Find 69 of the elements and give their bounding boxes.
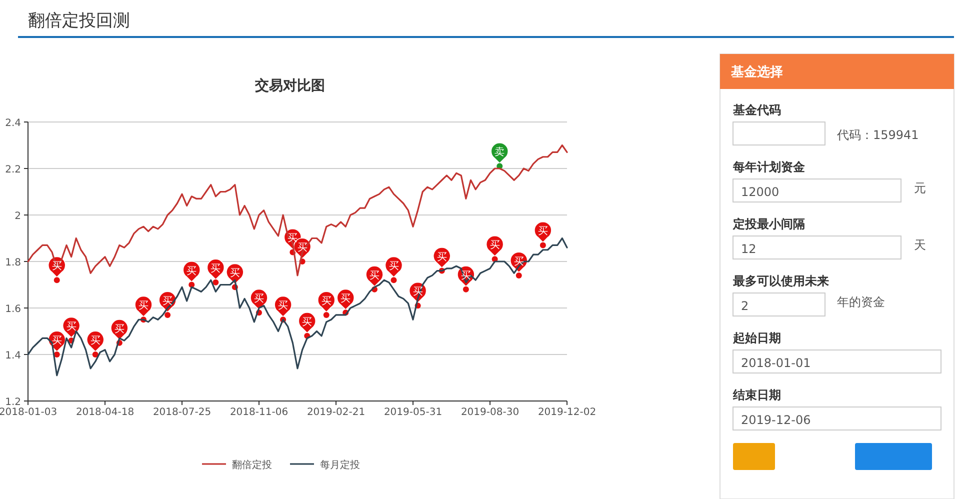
data-label: 买 <box>90 336 100 346</box>
data-label: 买 <box>370 270 380 282</box>
data-label: 买 <box>162 296 173 307</box>
y-tick-label: 1.6 <box>5 304 21 315</box>
data-label: 买 <box>114 324 124 335</box>
text: 12000 <box>741 185 780 199</box>
data-label: 买 <box>388 261 399 272</box>
text: 元 <box>914 181 926 195</box>
data-label: 卖 <box>494 146 505 158</box>
point <box>540 242 546 248</box>
y-tick-label: 1.4 <box>5 350 21 362</box>
x-tick-label: 2019-02-21 <box>306 407 366 418</box>
data-label: 买 <box>340 294 351 305</box>
y-tick-label: 2 <box>14 211 21 222</box>
data-label: 买 <box>66 322 76 333</box>
point <box>462 286 469 292</box>
text: 每年计划资金 <box>732 160 806 174</box>
data-label: 买 <box>210 263 221 274</box>
x-tick-label: 2018-11-06 <box>230 407 288 418</box>
text: 天 <box>914 238 926 252</box>
data-label: 买 <box>514 256 524 268</box>
text: 基金选择 <box>730 65 783 80</box>
text: 12 <box>741 242 756 256</box>
y-tick-label: 2.4 <box>5 118 21 129</box>
point <box>164 312 171 318</box>
text: 最多可以使用未来 <box>732 274 829 288</box>
data-label: 买 <box>52 261 62 272</box>
data-label: 买 <box>321 296 332 307</box>
text: 年的资金 <box>837 295 885 309</box>
data-label: 买 <box>52 336 62 346</box>
data-label: 买 <box>138 300 148 312</box>
point <box>516 272 522 278</box>
y-tick-label: 1.8 <box>5 258 21 268</box>
data-label: 买 <box>278 300 288 312</box>
text: 2019-12-06 <box>741 413 811 427</box>
text: 代码：159941 <box>836 128 919 142</box>
point <box>212 279 219 286</box>
text: 结束日期 <box>732 388 781 402</box>
point <box>92 352 98 358</box>
x-tick-label: 2019-08-30 <box>460 407 520 418</box>
text: 翻倍定投回测 <box>28 11 130 31</box>
x-tick-label: 2019-12-02 <box>538 407 596 418</box>
chart-title: 交易对比图 <box>254 77 325 94</box>
data-label: 买 <box>254 294 264 305</box>
point <box>323 312 330 318</box>
y-tick-label: 1.2 <box>5 397 21 408</box>
text: 定投最小间隔 <box>732 217 805 231</box>
data-label: 买 <box>302 316 312 328</box>
point <box>390 277 397 284</box>
point <box>54 352 60 358</box>
text: 起始日期 <box>732 331 781 345</box>
data-label: 买 <box>297 242 308 254</box>
y-tick-label: 2.2 <box>5 164 21 176</box>
x-tick-label: 2019-05-31 <box>384 407 442 418</box>
x-tick-label: 2018-01-03 <box>0 407 58 418</box>
data-label: 买 <box>230 268 240 280</box>
data-label: 买 <box>490 240 500 252</box>
x-tick-label: 2018-07-25 <box>152 407 212 418</box>
data-label: 买 <box>288 233 298 244</box>
data-label: 买 <box>538 226 548 238</box>
text: 2018-01-01 <box>741 356 811 370</box>
x-tick-label: 2018-04-18 <box>76 407 134 418</box>
text: 基金代码 <box>732 103 781 117</box>
legend-label: 每月定投 <box>320 459 360 471</box>
data-label: 买 <box>186 266 197 277</box>
text: 2 <box>741 299 749 313</box>
legend-label: 翻倍定投 <box>232 459 272 471</box>
point <box>54 277 60 284</box>
data-label: 买 <box>436 252 447 263</box>
